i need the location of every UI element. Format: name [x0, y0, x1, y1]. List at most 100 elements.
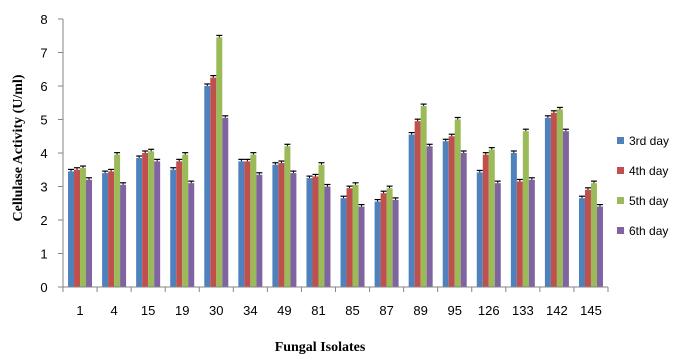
- x-axis-ticks: 1 4 15 19 30 34 49 81 85 87 89 95 126 133 142 145: [62, 287, 609, 318]
- bar-3rd-day-133: [510, 153, 517, 287]
- y-tick-label: 0: [40, 280, 47, 295]
- bar-5th-day-89: [420, 106, 427, 287]
- bar-4th-day-19: [176, 161, 183, 287]
- bar-3rd-day-89: [408, 134, 415, 287]
- legend-swatch-5th-day: [617, 197, 624, 204]
- bar-5th-day-142: [556, 109, 563, 287]
- y-tick-label: 1: [40, 247, 47, 262]
- bar-3rd-day-34: [238, 161, 245, 287]
- bar-5th-day-19: [182, 154, 189, 287]
- legend-swatch-3rd-day: [617, 137, 624, 144]
- error-bars-layer: [68, 34, 603, 207]
- y-axis-title: Cellulase Activity (U/ml): [11, 74, 26, 221]
- bar-3rd-day-87: [374, 201, 381, 287]
- bar-6th-day-89: [426, 146, 433, 287]
- bar-5th-day-95: [454, 119, 461, 287]
- y-tick-label: 7: [40, 46, 47, 61]
- x-tick-label: 87: [379, 303, 393, 318]
- y-tick-label: 5: [40, 113, 47, 128]
- bar-5th-day-87: [386, 188, 393, 287]
- bar-5th-day-145: [590, 183, 597, 287]
- x-tick-label: 4: [110, 303, 117, 318]
- bar-5th-day-15: [148, 151, 155, 287]
- bar-4th-day-89: [414, 121, 421, 287]
- y-tick-label: 8: [40, 12, 47, 27]
- bar-4th-day-30: [210, 77, 217, 287]
- bar-4th-day-1: [74, 169, 81, 287]
- bar-4th-day-4: [108, 171, 115, 287]
- bar-4th-day-49: [278, 163, 285, 287]
- bar-6th-day-1: [86, 179, 93, 287]
- legend-swatch-4th-day: [617, 167, 624, 174]
- bar-6th-day-133: [528, 179, 535, 287]
- x-tick-label: 30: [209, 303, 223, 318]
- bar-3rd-day-95: [442, 141, 449, 287]
- bar-3rd-day-30: [204, 86, 211, 287]
- x-tick-label: 89: [413, 303, 427, 318]
- bar-3rd-day-1: [68, 171, 75, 287]
- bar-6th-day-4: [120, 184, 127, 287]
- bar-4th-day-142: [550, 112, 557, 287]
- bar-5th-day-81: [318, 164, 325, 287]
- bar-3rd-day-49: [272, 164, 279, 287]
- bar-6th-day-126: [494, 183, 501, 287]
- bar-6th-day-145: [596, 206, 603, 287]
- x-tick-label: 1: [76, 303, 83, 318]
- legend-swatch-6th-day: [617, 227, 624, 234]
- legend-label-3rd-day: 3rd day: [629, 134, 669, 148]
- bar-6th-day-87: [392, 199, 399, 287]
- bar-5th-day-34: [250, 154, 257, 287]
- bar-5th-day-85: [352, 184, 359, 287]
- x-tick-label: 19: [175, 303, 189, 318]
- bar-5th-day-1: [80, 168, 87, 287]
- bar-4th-day-95: [448, 136, 455, 287]
- y-tick-label: 6: [40, 79, 47, 94]
- x-tick-label: 85: [345, 303, 359, 318]
- bar-6th-day-142: [562, 131, 569, 287]
- bar-4th-day-126: [482, 154, 489, 287]
- x-tick-label: 145: [580, 303, 602, 318]
- bar-6th-day-49: [290, 173, 297, 287]
- x-tick-label: 34: [243, 303, 257, 318]
- x-tick-label: 133: [512, 303, 534, 318]
- bar-3rd-day-81: [306, 178, 313, 287]
- bar-6th-day-81: [324, 186, 331, 287]
- bar-4th-day-133: [516, 181, 523, 287]
- x-tick-label: 15: [141, 303, 155, 318]
- bar-4th-day-145: [584, 189, 591, 287]
- x-tick-label: 95: [447, 303, 461, 318]
- bar-6th-day-34: [256, 174, 263, 287]
- x-tick-label: 49: [277, 303, 291, 318]
- y-axis-ticks: 0 1 2 3 4 5 6 7 8: [40, 12, 63, 295]
- legend-label-6th-day: 6th day: [629, 224, 668, 238]
- bar-4th-day-87: [380, 193, 387, 287]
- bar-6th-day-15: [154, 161, 161, 287]
- bar-3rd-day-142: [544, 117, 551, 287]
- bar-5th-day-4: [114, 154, 121, 287]
- y-tick-label: 3: [40, 180, 47, 195]
- bar-5th-day-126: [488, 149, 495, 287]
- bar-3rd-day-145: [578, 198, 585, 287]
- x-tick-label: 142: [546, 303, 568, 318]
- bars-layer: [68, 37, 603, 287]
- bar-6th-day-95: [460, 153, 467, 287]
- legend: 3rd day 4th day 5th day 6th day: [617, 134, 669, 238]
- legend-label-4th-day: 4th day: [629, 164, 668, 178]
- bar-5th-day-133: [522, 131, 529, 287]
- bar-6th-day-30: [222, 117, 229, 287]
- x-axis-title: Fungal Isolates: [275, 340, 366, 355]
- x-tick-label: 126: [478, 303, 500, 318]
- bar-4th-day-81: [312, 176, 319, 287]
- bar-3rd-day-15: [136, 158, 143, 287]
- x-tick-label: 81: [311, 303, 325, 318]
- bar-5th-day-30: [216, 37, 223, 287]
- y-tick-label: 2: [40, 213, 47, 228]
- bar-6th-day-19: [188, 183, 195, 287]
- y-tick-label: 4: [40, 146, 47, 161]
- bar-4th-day-85: [346, 188, 353, 287]
- bar-4th-day-15: [142, 153, 149, 287]
- bar-3rd-day-4: [102, 173, 109, 287]
- legend-label-5th-day: 5th day: [629, 194, 668, 208]
- bar-3rd-day-85: [340, 198, 347, 287]
